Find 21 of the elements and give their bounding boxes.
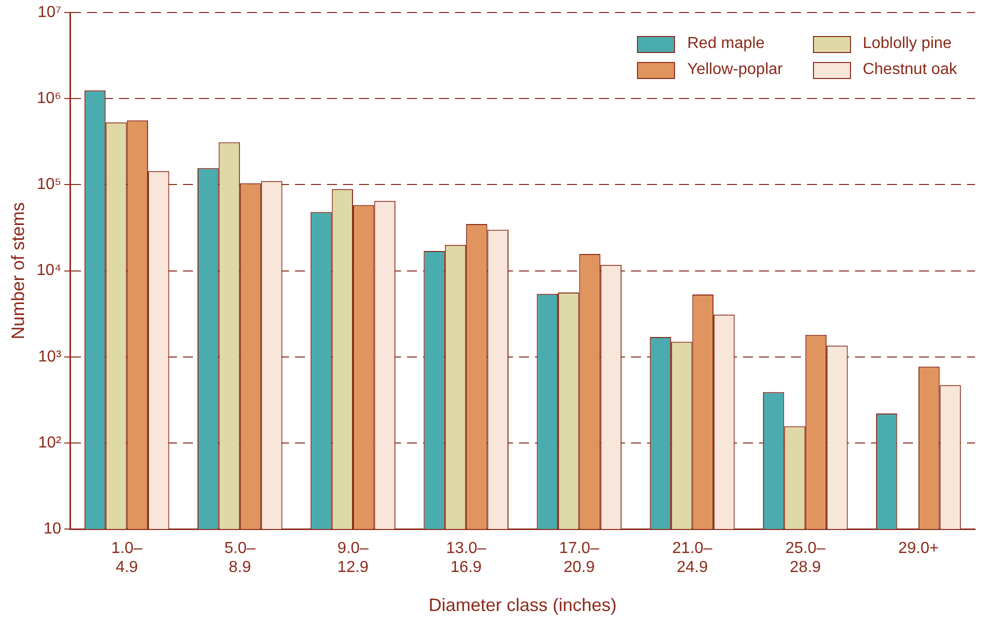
x-tick-label: 21.0–24.9 bbox=[672, 540, 712, 576]
x-tick-label: 1.0–4.9 bbox=[111, 540, 142, 576]
x-tick-label: 17.0–20.9 bbox=[559, 540, 600, 576]
y-tick-label: 10⁴ bbox=[36, 262, 62, 280]
x-tick-label: 13.0–16.9 bbox=[446, 540, 486, 576]
legend-label: Red maple bbox=[687, 35, 765, 53]
y-tick-label: 10 bbox=[43, 520, 62, 538]
x-axis-title: Diameter class (inches) bbox=[428, 595, 617, 616]
x-tick-label: 25.0–28.9 bbox=[785, 540, 826, 576]
y-tick-label: 10³ bbox=[38, 348, 62, 366]
x-tick-label: 5.0–8.9 bbox=[224, 540, 256, 576]
legend-label: Yellow-poplar bbox=[687, 61, 783, 79]
y-tick-label: 10⁵ bbox=[36, 176, 62, 194]
y-axis-title: Number of stems bbox=[8, 202, 28, 340]
legend-label: Chestnut oak bbox=[862, 61, 957, 79]
legend-label: Loblolly pine bbox=[862, 35, 952, 53]
y-tick-label: 10⁷ bbox=[38, 4, 62, 22]
y-tick-label: 10² bbox=[38, 434, 62, 452]
x-tick-label: 9.0–12.9 bbox=[337, 540, 369, 576]
y-tick-label: 10⁶ bbox=[36, 90, 62, 108]
x-tick-label: 29.0+ bbox=[898, 540, 939, 558]
